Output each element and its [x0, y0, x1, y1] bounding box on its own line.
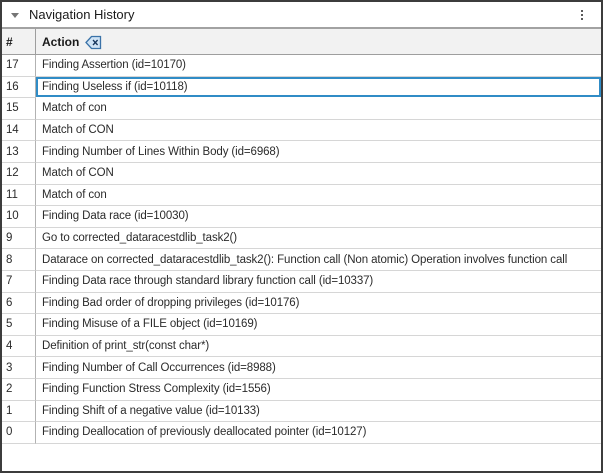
table-row[interactable]: 10 Finding Data race (id=10030) — [2, 206, 601, 228]
row-action-cell[interactable]: Finding Misuse of a FILE object (id=1016… — [36, 314, 601, 336]
table-row[interactable]: 8 Datarace on corrected_dataracestdlib_t… — [2, 249, 601, 271]
row-action-cell[interactable]: Finding Assertion (id=10170) — [36, 55, 601, 77]
row-number-cell: 1 — [2, 400, 36, 423]
table-row[interactable]: 17 Finding Assertion (id=10170) — [2, 55, 601, 77]
row-number-cell: 8 — [2, 249, 36, 271]
row-number-cell: 10 — [2, 206, 36, 228]
table-row[interactable]: 13 Finding Number of Lines Within Body (… — [2, 141, 601, 163]
row-action-cell[interactable]: Match of con — [36, 98, 601, 120]
row-action-cell[interactable]: Match of CON — [36, 120, 601, 142]
table-row[interactable]: 0 Finding Deallocation of previously dea… — [2, 422, 601, 444]
row-action-cell[interactable]: Finding Number of Call Occurrences (id=8… — [36, 357, 601, 379]
clear-filter-icon[interactable] — [85, 35, 102, 50]
row-action-cell[interactable]: Definition of print_str(const char*) — [36, 336, 601, 358]
row-number-cell: 11 — [2, 184, 36, 207]
row-number-cell: 15 — [2, 98, 36, 120]
table-row[interactable]: 1 Finding Shift of a negative value (id=… — [2, 400, 601, 423]
row-number-cell: 16 — [2, 76, 36, 99]
table-row[interactable]: 6 Finding Bad order of dropping privileg… — [2, 292, 601, 315]
column-header-action[interactable]: Action — [36, 29, 601, 54]
row-number-cell: 3 — [2, 357, 36, 379]
column-header-action-label: Action — [42, 34, 80, 49]
titlebar-separator — [2, 27, 601, 29]
table-header-row: # Action — [2, 29, 601, 55]
table-row[interactable]: 11 Match of con — [2, 184, 601, 207]
column-header-number-label: # — [6, 34, 13, 49]
column-header-number[interactable]: # — [2, 29, 36, 54]
row-number-cell: 5 — [2, 314, 36, 336]
row-action-cell[interactable]: Finding Useless if (id=10118) — [36, 77, 601, 99]
row-action-cell[interactable]: Finding Bad order of dropping privileges… — [36, 293, 601, 315]
row-number-cell: 0 — [2, 422, 36, 444]
table-row[interactable]: 2 Finding Function Stress Complexity (id… — [2, 378, 601, 401]
row-action-cell[interactable]: Finding Shift of a negative value (id=10… — [36, 401, 601, 423]
table-row[interactable]: 4 Definition of print_str(const char*) — [2, 335, 601, 358]
collapse-triangle-icon[interactable] — [11, 13, 19, 18]
empty-footer-area — [2, 443, 601, 471]
table-row[interactable]: 9 Go to corrected_dataracestdlib_task2() — [2, 227, 601, 250]
row-number-cell: 14 — [2, 119, 36, 142]
table-row[interactable]: 14 Match of CON — [2, 119, 601, 142]
kebab-menu-icon[interactable] — [577, 8, 587, 22]
history-rows-container: 17 Finding Assertion (id=10170) 16 Findi… — [2, 55, 601, 444]
row-action-cell[interactable]: Go to corrected_dataracestdlib_task2() — [36, 228, 601, 250]
row-action-cell[interactable]: Finding Data race (id=10030) — [36, 206, 601, 228]
panel-titlebar: Navigation History — [2, 2, 601, 27]
row-number-cell: 9 — [2, 227, 36, 250]
row-action-cell[interactable]: Match of con — [36, 185, 601, 207]
row-action-cell[interactable]: Finding Number of Lines Within Body (id=… — [36, 141, 601, 163]
table-row[interactable]: 3 Finding Number of Call Occurrences (id… — [2, 357, 601, 379]
table-row[interactable]: 15 Match of con — [2, 98, 601, 120]
row-action-cell[interactable]: Finding Function Stress Complexity (id=1… — [36, 379, 601, 401]
table-row[interactable]: 5 Finding Misuse of a FILE object (id=10… — [2, 314, 601, 336]
row-number-cell: 13 — [2, 141, 36, 163]
row-number-cell: 17 — [2, 55, 36, 77]
row-number-cell: 2 — [2, 378, 36, 401]
row-number-cell: 7 — [2, 270, 36, 293]
row-number-cell: 6 — [2, 292, 36, 315]
table-row[interactable]: 12 Match of CON — [2, 162, 601, 185]
row-action-cell[interactable]: Finding Data race through standard libra… — [36, 271, 601, 293]
row-action-cell[interactable]: Finding Deallocation of previously deall… — [36, 422, 601, 444]
row-number-cell: 4 — [2, 335, 36, 358]
row-number-cell: 12 — [2, 162, 36, 185]
table-row[interactable]: 7 Finding Data race through standard lib… — [2, 270, 601, 293]
panel-title: Navigation History — [29, 7, 135, 22]
row-action-cell[interactable]: Match of CON — [36, 163, 601, 185]
table-row[interactable]: 16 Finding Useless if (id=10118) — [2, 76, 601, 99]
row-action-cell[interactable]: Datarace on corrected_dataracestdlib_tas… — [36, 249, 601, 271]
